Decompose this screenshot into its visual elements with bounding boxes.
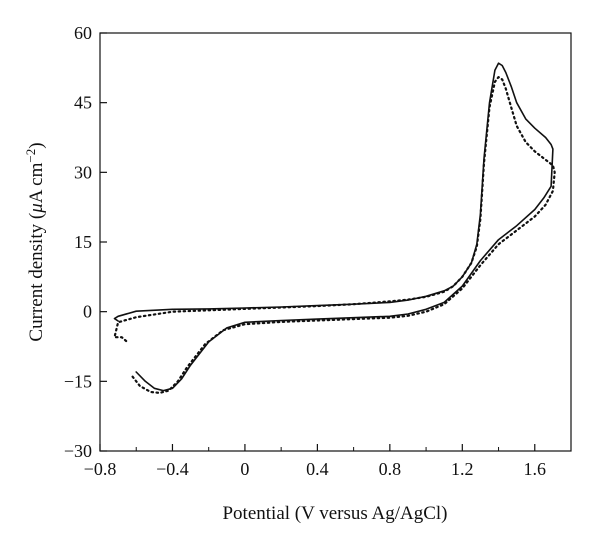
x-tick-label: −0.4 [156, 459, 189, 479]
x-axis-title: Potential (V versus Ag/AgCl) [222, 503, 447, 524]
y-axis-title-mu: μ [26, 203, 47, 214]
x-tick-label: −0.8 [84, 459, 117, 479]
x-tick-label: 1.2 [451, 459, 474, 479]
series-line-solid [113, 62, 554, 392]
y-axis-title-suffix: ) [26, 142, 47, 148]
y-tick-label: 60 [74, 23, 92, 43]
x-tick-label: 0.8 [379, 459, 402, 479]
y-axis-title: Current density (μA cm−2) [23, 142, 47, 341]
y-tick-label: −15 [64, 371, 92, 391]
y-axis: −30 −15 0 15 30 45 60 [64, 23, 107, 461]
y-axis-title-unit: A cm [26, 162, 47, 203]
series-layer [113, 62, 556, 394]
y-axis-title-prefix: Current density ( [26, 213, 47, 342]
y-tick-label: 0 [83, 302, 92, 322]
x-tick-label: 0 [240, 459, 249, 479]
series-line-dotted [113, 76, 556, 394]
y-axis-title-exponent: −2 [23, 149, 38, 163]
x-tick-label: 0.4 [306, 459, 329, 479]
x-axis: −0.8 −0.4 0 0.4 0.8 1.2 1.6 [84, 444, 572, 479]
y-tick-label: −30 [64, 441, 92, 461]
x-tick-label: 1.6 [524, 459, 547, 479]
y-tick-label: 30 [74, 162, 92, 182]
y-tick-label: 45 [74, 93, 92, 113]
y-tick-label: 15 [74, 232, 92, 252]
